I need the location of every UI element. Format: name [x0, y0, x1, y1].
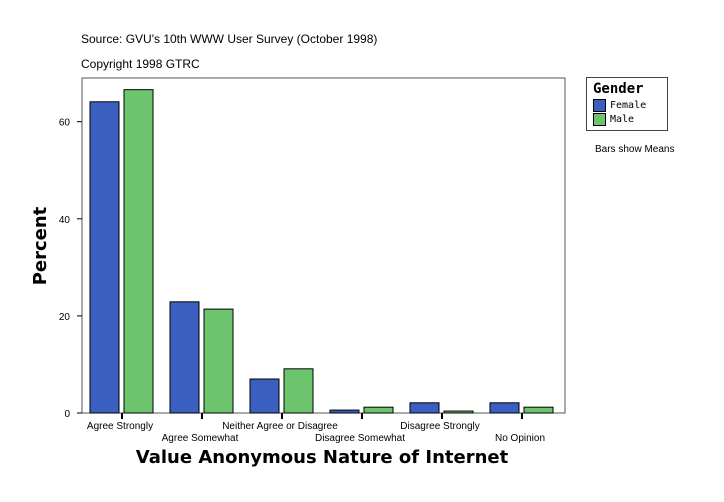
- legend-label: Female: [610, 100, 647, 111]
- x-tick-label: Disagree Somewhat: [315, 433, 405, 444]
- x-tick-label: No Opinion: [495, 433, 545, 444]
- male-swatch: [593, 113, 606, 126]
- bar-male: [123, 89, 154, 414]
- legend-item-male: Male: [593, 113, 634, 126]
- legend-label: Male: [610, 114, 635, 125]
- x-tick-label: Disagree Strongly: [400, 421, 479, 432]
- bar-female: [409, 402, 440, 414]
- x-axis-label: Value Anonymous Nature of Internet: [136, 447, 509, 468]
- bar-male: [283, 368, 314, 414]
- bar-female: [89, 101, 120, 414]
- bar-male: [443, 410, 474, 414]
- y-tick-label: 40: [59, 215, 71, 226]
- female-swatch: [593, 99, 606, 112]
- bars-note: Bars show Means: [595, 144, 675, 155]
- bar-female: [249, 378, 280, 414]
- legend-item-female: Female: [593, 99, 646, 112]
- x-tick-label: Neither Agree or Disagree: [222, 421, 338, 432]
- y-tick-label: 60: [59, 118, 71, 129]
- bar-female: [329, 409, 360, 414]
- y-tick-label: 20: [59, 312, 71, 323]
- x-tick-label: Agree Somewhat: [162, 433, 239, 444]
- legend-title: Gender: [593, 81, 644, 97]
- copyright-text: Copyright 1998 GTRC: [81, 57, 200, 71]
- x-tick-label: Agree Strongly: [87, 421, 153, 432]
- bar-female: [489, 402, 520, 414]
- y-tick-label: 0: [64, 409, 70, 420]
- bar-female: [169, 301, 200, 414]
- bar-male: [523, 406, 554, 414]
- plot-frame: [81, 77, 566, 414]
- bar-male: [203, 308, 234, 414]
- source-text: Source: GVU's 10th WWW User Survey (Octo…: [81, 32, 378, 46]
- bar-male: [363, 406, 394, 414]
- y-axis-label: Percent: [30, 206, 51, 285]
- legend: Gender Female Male: [586, 77, 668, 131]
